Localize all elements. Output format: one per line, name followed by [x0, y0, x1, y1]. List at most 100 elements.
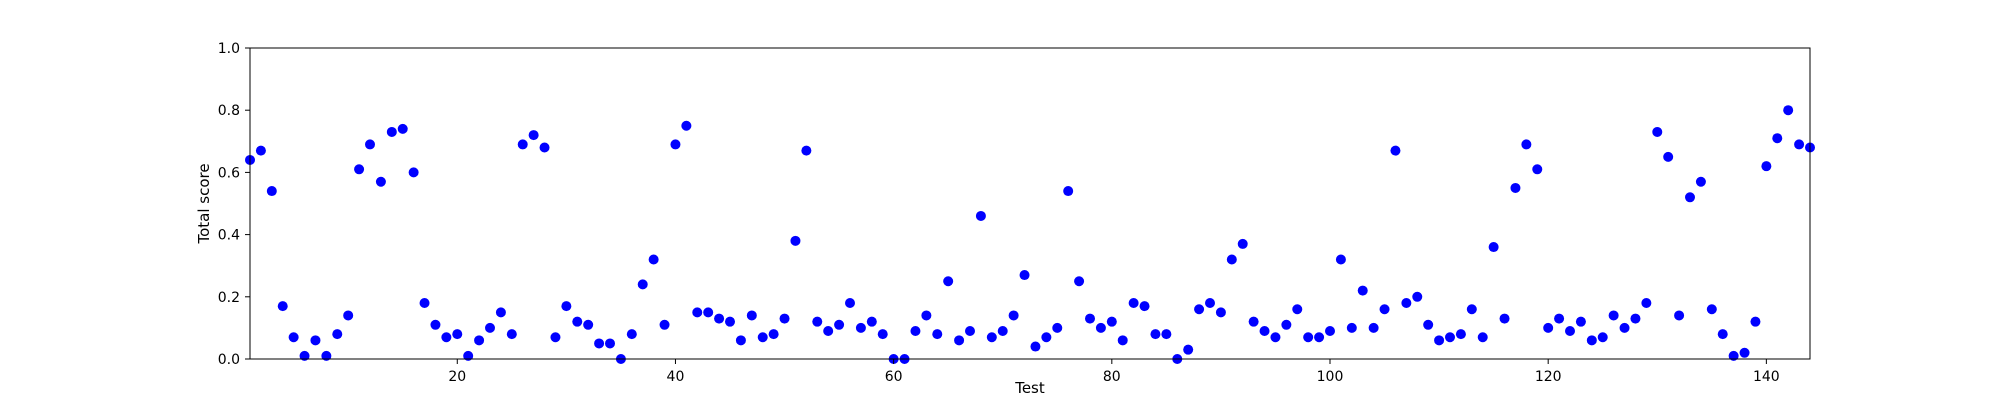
- data-point: [975, 210, 986, 221]
- data-point: [1325, 326, 1335, 337]
- data-point: [474, 335, 485, 346]
- data-point: [1074, 276, 1085, 287]
- data-point: [1750, 316, 1761, 327]
- data-point: [1314, 332, 1325, 343]
- data-point: [266, 186, 277, 197]
- data-point: [1041, 332, 1052, 343]
- data-point: [1783, 105, 1794, 116]
- data-point: [550, 332, 561, 343]
- data-point: [299, 350, 310, 361]
- data-point: [332, 329, 343, 340]
- data-point: [801, 145, 812, 156]
- data-point: [375, 176, 386, 187]
- data-point: [288, 332, 299, 343]
- data-point: [681, 120, 692, 131]
- data-point: [1706, 304, 1717, 315]
- data-point: [1270, 332, 1281, 343]
- data-point: [725, 316, 735, 327]
- data-point: [528, 130, 539, 141]
- data-point: [845, 298, 855, 309]
- data-point: [1685, 192, 1695, 203]
- data-point: [1510, 182, 1521, 193]
- data-point: [757, 332, 768, 343]
- data-point: [1597, 332, 1608, 343]
- data-point: [441, 332, 452, 343]
- points-layer: [245, 105, 1815, 364]
- data-point: [1652, 126, 1663, 137]
- data-point: [921, 310, 932, 321]
- data-point: [1772, 133, 1783, 144]
- data-point: [1139, 301, 1150, 312]
- y-axis-label: Total score: [195, 163, 213, 244]
- x-tick-label: 120: [1535, 369, 1562, 385]
- data-point: [1194, 304, 1205, 315]
- data-point: [452, 329, 463, 340]
- data-point: [1063, 186, 1074, 197]
- data-point: [1019, 270, 1030, 281]
- data-point: [1586, 335, 1597, 346]
- data-point: [1095, 322, 1106, 333]
- data-point: [397, 123, 408, 134]
- data-point: [1183, 344, 1194, 355]
- data-point: [1794, 139, 1805, 150]
- data-point: [1205, 298, 1215, 309]
- data-point: [463, 350, 474, 361]
- data-point: [1739, 347, 1750, 358]
- data-point: [386, 126, 397, 137]
- data-point: [506, 329, 517, 340]
- x-tick-label: 40: [667, 369, 685, 385]
- data-point: [321, 350, 332, 361]
- data-point: [1150, 329, 1161, 340]
- data-point: [1608, 310, 1619, 321]
- data-point: [1379, 304, 1390, 315]
- data-point: [997, 326, 1008, 337]
- data-point: [703, 307, 714, 318]
- data-point: [954, 335, 965, 346]
- data-point: [1128, 298, 1139, 309]
- data-point: [1466, 304, 1477, 315]
- y-tick-label: 0.2: [218, 290, 240, 306]
- data-point: [877, 329, 888, 340]
- data-point: [1717, 329, 1728, 340]
- data-point: [910, 326, 921, 337]
- data-point: [932, 329, 943, 340]
- data-point: [1641, 298, 1652, 309]
- y-tick-label: 1.0: [218, 41, 240, 57]
- data-point: [1575, 316, 1586, 327]
- data-point: [354, 164, 365, 175]
- data-point: [823, 326, 834, 337]
- data-point: [561, 301, 572, 312]
- y-axis-ticks: 0.0 0.2 0.4 0.6 0.8 1.0: [218, 41, 250, 368]
- x-tick-label: 80: [1103, 369, 1121, 385]
- data-point: [1357, 285, 1368, 296]
- data-point: [1237, 238, 1248, 249]
- data-point: [343, 310, 354, 321]
- x-tick-label: 60: [885, 369, 903, 385]
- data-point: [594, 338, 605, 349]
- data-point: [572, 316, 583, 327]
- data-point: [1477, 332, 1488, 343]
- data-point: [1030, 341, 1041, 352]
- data-point: [495, 307, 506, 318]
- data-point: [1215, 307, 1226, 318]
- data-point: [408, 167, 419, 178]
- data-point: [714, 313, 725, 324]
- data-point: [1248, 316, 1259, 327]
- data-point: [1008, 310, 1019, 321]
- data-point: [659, 319, 670, 330]
- data-point: [1488, 242, 1499, 253]
- data-point: [1346, 322, 1357, 333]
- data-point: [1292, 304, 1303, 315]
- data-point: [1455, 329, 1466, 340]
- y-tick-label: 0.8: [218, 103, 240, 119]
- data-point: [986, 332, 997, 343]
- plot-area-frame: [249, 47, 1811, 360]
- data-point: [1619, 322, 1630, 333]
- data-point: [735, 335, 746, 346]
- data-point: [834, 319, 845, 330]
- data-point: [790, 235, 801, 246]
- data-point: [1565, 326, 1575, 337]
- data-point: [310, 335, 321, 346]
- data-point: [1630, 313, 1641, 324]
- data-point: [1532, 164, 1543, 175]
